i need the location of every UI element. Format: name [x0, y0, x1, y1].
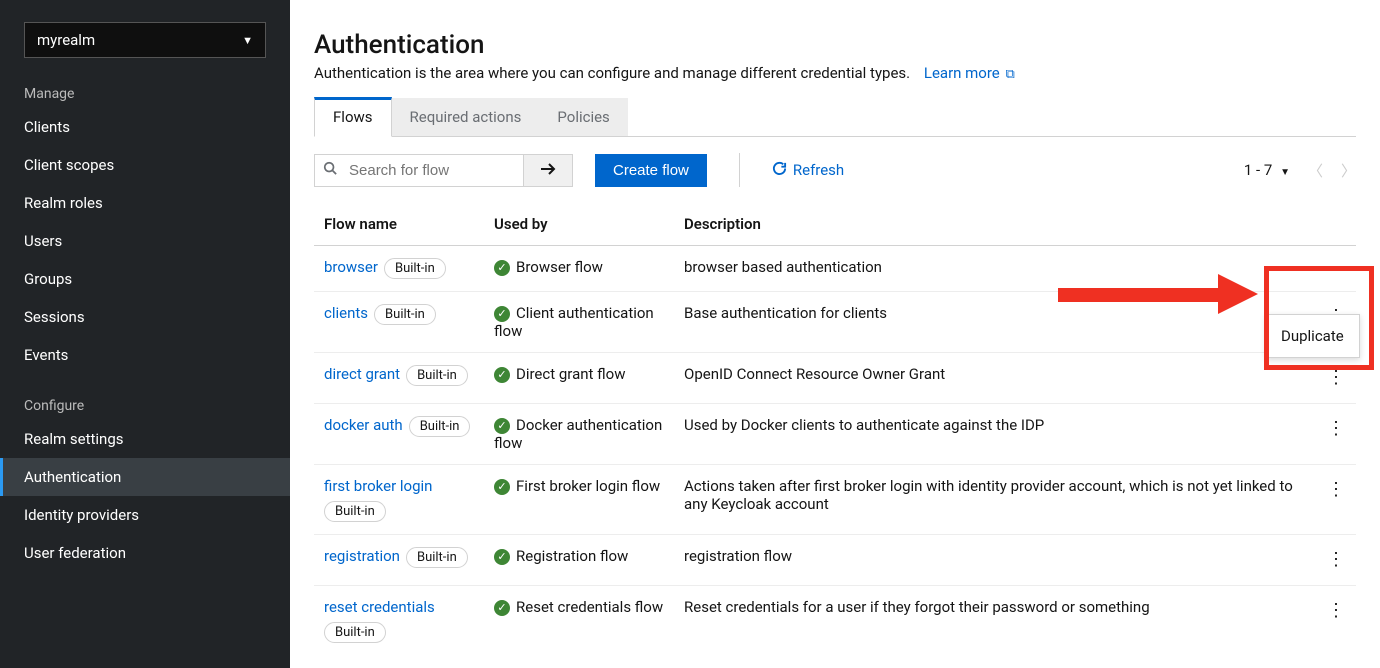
sidebar-item-authentication[interactable]: Authentication	[0, 458, 290, 496]
used-by-text: Client authentication flow	[494, 304, 654, 340]
check-icon: ✓	[494, 260, 510, 276]
row-actions-button[interactable]: ⋮	[1316, 547, 1356, 573]
chevron-down-icon: ▼	[1280, 167, 1290, 178]
check-icon: ✓	[494, 367, 510, 383]
table-row: registration Built-in ✓ Registration flow re…	[314, 535, 1356, 586]
used-by-text: Direct grant flow	[516, 365, 626, 383]
table-row: first broker login Built-in ✓ First broker …	[314, 465, 1356, 535]
used-by-text: First broker login flow	[516, 477, 660, 495]
table-row: direct grant Built-in ✓ Direct grant flow Op…	[314, 353, 1356, 404]
create-flow-button[interactable]: Create flow	[595, 154, 707, 187]
builtin-badge: Built-in	[384, 258, 446, 279]
builtin-badge: Built-in	[406, 547, 468, 568]
realm-selector[interactable]: myrealm ▼	[24, 22, 266, 58]
col-flow-name: Flow name	[314, 203, 484, 246]
flow-description: Base authentication for clients	[674, 292, 1306, 353]
sidebar-item-identity-providers[interactable]: Identity providers	[0, 496, 290, 534]
used-by-text: Registration flow	[516, 547, 628, 565]
flow-description: Reset credentials for a user if they for…	[674, 586, 1306, 656]
used-by-text: Reset credentials flow	[516, 598, 663, 616]
sidebar-item-user-federation[interactable]: User federation	[0, 534, 290, 572]
row-actions-menu: Duplicate	[1266, 314, 1360, 358]
check-icon: ✓	[494, 479, 510, 495]
sidebar-item-client-scopes[interactable]: Client scopes	[0, 146, 290, 184]
main-content: Authentication Authentication is the are…	[290, 0, 1380, 668]
table-row: reset credentials Built-in ✓ Reset credenti…	[314, 586, 1356, 656]
divider	[739, 153, 740, 187]
learn-more-link[interactable]: Learn more ⧉	[924, 64, 1015, 82]
sidebar-item-clients[interactable]: Clients	[0, 108, 290, 146]
tab-flows[interactable]: Flows	[314, 97, 392, 137]
flows-table: Flow name Used by Description browser Bui…	[314, 203, 1356, 655]
sidebar-item-events[interactable]: Events	[0, 336, 290, 374]
sidebar-item-realm-roles[interactable]: Realm roles	[0, 184, 290, 222]
flow-description: OpenID Connect Resource Owner Grant	[674, 353, 1306, 404]
realm-name: myrealm	[37, 31, 95, 49]
search-submit-button[interactable]	[523, 154, 573, 187]
search-input[interactable]	[345, 155, 523, 186]
flow-link[interactable]: first broker login	[324, 477, 432, 495]
page-range[interactable]: 1 - 7 ▼	[1244, 161, 1290, 179]
refresh-icon	[772, 161, 787, 180]
flow-link[interactable]: direct grant	[324, 365, 400, 383]
chevron-down-icon: ▼	[242, 34, 253, 47]
pagination: 1 - 7 ▼ 〈 〉	[1244, 160, 1356, 181]
builtin-badge: Built-in	[324, 622, 386, 643]
sidebar-item-realm-settings[interactable]: Realm settings	[0, 420, 290, 458]
check-icon: ✓	[494, 600, 510, 616]
flow-link[interactable]: docker auth	[324, 416, 403, 434]
row-actions-button[interactable]: ⋮	[1316, 365, 1356, 391]
duplicate-action[interactable]: Duplicate	[1267, 315, 1359, 357]
search-wrapper	[314, 154, 524, 187]
toolbar: Create flow Refresh 1 - 7 ▼ 〈 〉	[314, 137, 1356, 203]
page-title: Authentication	[314, 30, 1356, 60]
next-page-button[interactable]: 〉	[1341, 160, 1356, 181]
table-row: clients Built-in ✓Client authentication fl…	[314, 292, 1356, 353]
row-actions-button[interactable]: ⋮	[1316, 477, 1356, 503]
table-row: docker auth Built-in ✓Docker authenticatio…	[314, 404, 1356, 465]
flow-description: Actions taken after first broker login w…	[674, 465, 1306, 535]
search-icon	[315, 161, 345, 179]
tab-policies[interactable]: Policies	[539, 98, 627, 136]
flow-link[interactable]: browser	[324, 258, 378, 276]
external-link-icon: ⧉	[1006, 67, 1015, 82]
flow-description: registration flow	[674, 535, 1306, 586]
row-actions-button[interactable]: ⋮	[1316, 598, 1356, 624]
builtin-badge: Built-in	[406, 365, 468, 386]
page-description: Authentication is the area where you can…	[314, 64, 1356, 82]
tab-required-actions[interactable]: Required actions	[392, 98, 540, 136]
tabs: FlowsRequired actionsPolicies	[314, 96, 1356, 137]
flow-link[interactable]: reset credentials	[324, 598, 435, 616]
builtin-badge: Built-in	[374, 304, 436, 325]
flow-description: browser based authentication	[674, 246, 1306, 292]
col-used-by: Used by	[484, 203, 674, 246]
sidebar-item-groups[interactable]: Groups	[0, 260, 290, 298]
col-description: Description	[674, 203, 1306, 246]
prev-page-button[interactable]: 〈	[1308, 160, 1323, 181]
sidebar: myrealm ▼ ManageClientsClient scopesReal…	[0, 0, 290, 668]
flow-link[interactable]: registration	[324, 547, 400, 565]
used-by-text: Browser flow	[516, 258, 603, 276]
refresh-button[interactable]: Refresh	[772, 161, 844, 180]
sidebar-item-sessions[interactable]: Sessions	[0, 298, 290, 336]
nav-section-title: Manage	[0, 76, 290, 108]
nav-section-title: Configure	[0, 388, 290, 420]
check-icon: ✓	[494, 306, 510, 322]
builtin-badge: Built-in	[409, 416, 471, 437]
row-actions-button[interactable]: ⋮	[1316, 416, 1356, 442]
check-icon: ✓	[494, 418, 510, 434]
flow-description: Used by Docker clients to authenticate a…	[674, 404, 1306, 465]
flow-link[interactable]: clients	[324, 304, 368, 322]
table-row: browser Built-in ✓ Browser flow browser base…	[314, 246, 1356, 292]
builtin-badge: Built-in	[324, 501, 386, 522]
used-by-text: Docker authentication flow	[494, 416, 662, 452]
sidebar-item-users[interactable]: Users	[0, 222, 290, 260]
check-icon: ✓	[494, 549, 510, 565]
